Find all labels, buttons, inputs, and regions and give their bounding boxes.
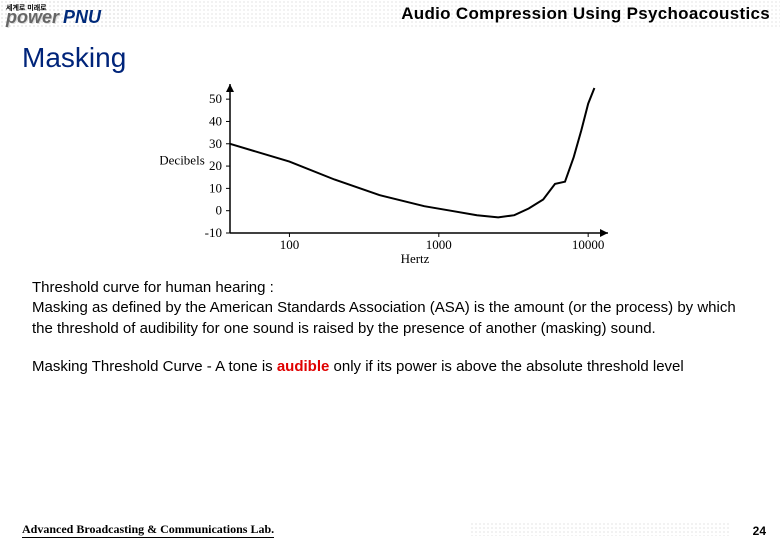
chart-svg: -10 0 10 20 30 40 50 100 1000 10000 Decibels Hertz [160,78,620,268]
para1-heading: Threshold curve for human hearing : [32,279,274,296]
svg-text:Decibels: Decibels [160,153,205,168]
para2-post: only if its power is above the absolute … [329,358,683,375]
footer-lab: Advanced Broadcasting & Communications L… [22,522,274,538]
paragraph-1: Threshold curve for human hearing : Mask… [32,278,748,339]
svg-text:100: 100 [280,237,300,252]
svg-text:30: 30 [209,136,222,151]
body-text: Threshold curve for human hearing : Mask… [32,278,748,377]
svg-text:Hertz: Hertz [401,251,430,266]
page-number: 24 [753,524,766,538]
header-bar: 세계로 미래로 power PNU Audio Compression Usin… [0,0,780,28]
audible-word: audible [277,358,330,375]
para2-pre: Masking Threshold Curve - A tone is [32,358,277,375]
slide-title: Masking [22,42,780,74]
svg-text:-10: -10 [205,225,222,240]
svg-text:50: 50 [209,91,222,106]
paragraph-2: Masking Threshold Curve - A tone is audi… [32,357,748,377]
footer-decoration [470,522,730,536]
svg-text:20: 20 [209,158,222,173]
svg-text:1000: 1000 [426,237,452,252]
header-title: Audio Compression Using Psychoacoustics [401,4,770,24]
logo-tagline: 세계로 미래로 [6,3,47,13]
svg-text:10: 10 [209,180,222,195]
logo: 세계로 미래로 power PNU [0,1,101,28]
logo-pnu-text: PNU [63,7,101,28]
para1-body: Masking as defined by the American Stand… [32,299,736,336]
svg-text:10000: 10000 [572,237,605,252]
footer: Advanced Broadcasting & Communications L… [0,520,780,540]
svg-text:40: 40 [209,113,222,128]
threshold-chart: -10 0 10 20 30 40 50 100 1000 10000 Decibels Hertz [160,78,620,268]
svg-text:0: 0 [216,203,223,218]
